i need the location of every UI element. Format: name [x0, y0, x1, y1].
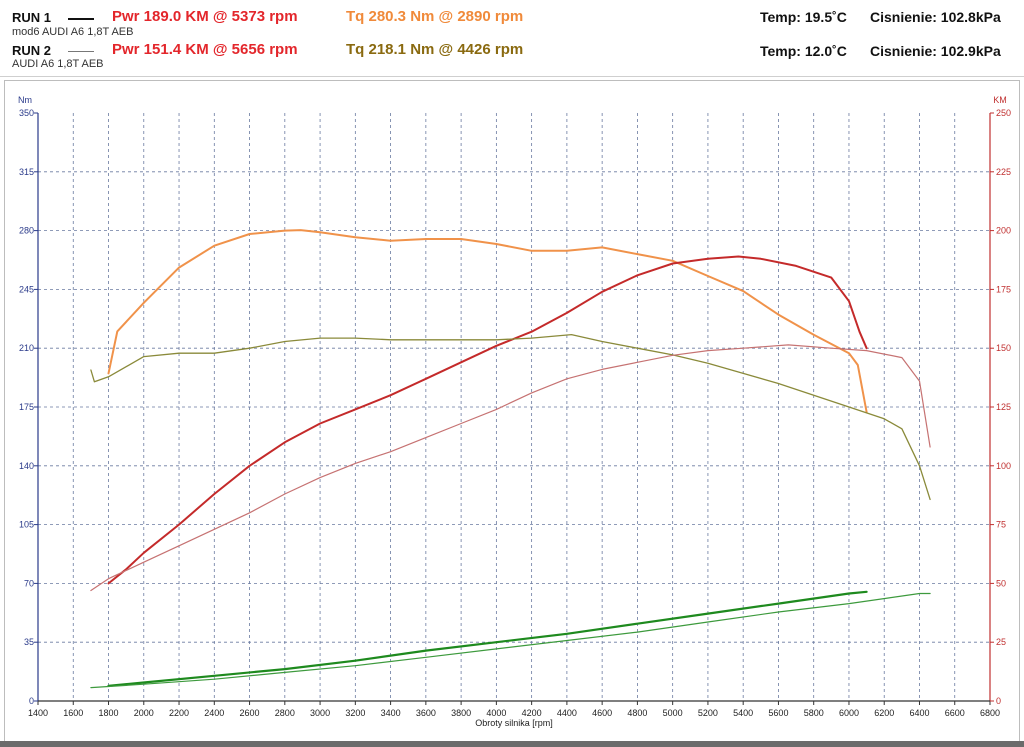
x-tick-label: 2200 — [169, 708, 189, 718]
y-right-tick-label: 50 — [996, 578, 1006, 588]
x-tick-label: 3400 — [381, 708, 401, 718]
x-tick-label: 2600 — [240, 708, 260, 718]
y-left-tick-label: 35 — [24, 637, 34, 647]
x-tick-label: 2000 — [134, 708, 154, 718]
run2-power: Pwr 151.4 KM @ 5656 rpm — [112, 41, 298, 58]
series-power-run2 — [90, 344, 931, 592]
y-left-tick-label: 140 — [19, 461, 34, 471]
run1-legend-line — [68, 18, 94, 20]
y-right-tick-label: 0 — [996, 696, 1001, 706]
x-tick-label: 4800 — [627, 708, 647, 718]
x-tick-label: 6400 — [909, 708, 929, 718]
x-tick-label: 3000 — [310, 708, 330, 718]
x-tick-label: 1600 — [63, 708, 83, 718]
x-tick-label: 1800 — [99, 708, 119, 718]
y-right-tick-label: 150 — [996, 343, 1011, 353]
x-tick-label: 2400 — [204, 708, 224, 718]
x-tick-label: 3800 — [451, 708, 471, 718]
x-tick-label: 4000 — [486, 708, 506, 718]
series-loss-run2 — [90, 592, 931, 689]
y-right-tick-label: 175 — [996, 284, 1011, 294]
header-divider — [0, 76, 1024, 77]
series-torque-run1 — [107, 229, 868, 413]
y-left-tick-label: 105 — [19, 520, 34, 530]
run1-description: mod6 AUDI A6 1,8T AEB — [12, 26, 134, 38]
series-power-run1 — [107, 255, 868, 585]
run2-description: AUDI A6 1,8T AEB — [12, 58, 104, 70]
y-left-tick-label: 280 — [19, 226, 34, 236]
run1-pressure: Cisnienie: 102.8kPa — [870, 9, 1001, 25]
x-tick-label: 3200 — [345, 708, 365, 718]
x-tick-label: 5800 — [804, 708, 824, 718]
x-tick-label: 4600 — [592, 708, 612, 718]
y-axis-left-label: Nm — [18, 95, 32, 105]
run2-legend-line — [68, 51, 94, 52]
y-left-tick-label: 245 — [19, 284, 34, 294]
x-tick-label: 6600 — [945, 708, 965, 718]
y-right-tick-label: 75 — [996, 520, 1006, 530]
chart-frame — [4, 80, 1020, 744]
run1-power: Pwr 189.0 KM @ 5373 rpm — [112, 8, 298, 25]
series-torque-run2 — [90, 333, 931, 501]
y-right-tick-label: 100 — [996, 461, 1011, 471]
chart-header: RUN 1 mod6 AUDI A6 1,8T AEB Pwr 189.0 KM… — [0, 0, 1024, 76]
x-tick-label: 3600 — [416, 708, 436, 718]
y-left-tick-label: 210 — [19, 343, 34, 353]
x-axis-label: Obroty silnika [rpm] — [475, 718, 553, 728]
y-left-tick-label: 70 — [24, 578, 34, 588]
x-tick-label: 6800 — [980, 708, 1000, 718]
y-right-tick-label: 250 — [996, 108, 1011, 118]
run2-temperature: Temp: 12.0˚C — [760, 43, 847, 59]
run1-temperature: Temp: 19.5˚C — [760, 9, 847, 25]
x-tick-label: 5400 — [733, 708, 753, 718]
x-tick-label: 5200 — [698, 708, 718, 718]
x-tick-label: 6000 — [839, 708, 859, 718]
run1-torque: Tq 280.3 Nm @ 2890 rpm — [346, 8, 524, 25]
run2-torque: Tq 218.1 Nm @ 4426 rpm — [346, 41, 524, 58]
x-tick-label: 2800 — [275, 708, 295, 718]
run2-pressure: Cisnienie: 102.9kPa — [870, 43, 1001, 59]
y-left-tick-label: 175 — [19, 402, 34, 412]
x-tick-label: 5000 — [663, 708, 683, 718]
x-tick-label: 5600 — [768, 708, 788, 718]
y-right-tick-label: 200 — [996, 226, 1011, 236]
run2-label: RUN 2 — [12, 43, 52, 58]
x-tick-label: 6200 — [874, 708, 894, 718]
y-right-tick-label: 125 — [996, 402, 1011, 412]
bottom-bar — [0, 741, 1024, 747]
series-loss-run1 — [107, 590, 868, 688]
run1-label: RUN 1 — [12, 10, 52, 25]
x-tick-label: 4200 — [522, 708, 542, 718]
y-right-tick-label: 225 — [996, 167, 1011, 177]
y-left-tick-label: 0 — [29, 696, 34, 706]
y-axis-right-label: KM — [993, 95, 1007, 105]
x-tick-label: 1400 — [28, 708, 48, 718]
y-left-tick-label: 315 — [19, 167, 34, 177]
y-right-tick-label: 25 — [996, 637, 1006, 647]
y-left-tick-label: 350 — [19, 108, 34, 118]
x-tick-label: 4400 — [557, 708, 577, 718]
